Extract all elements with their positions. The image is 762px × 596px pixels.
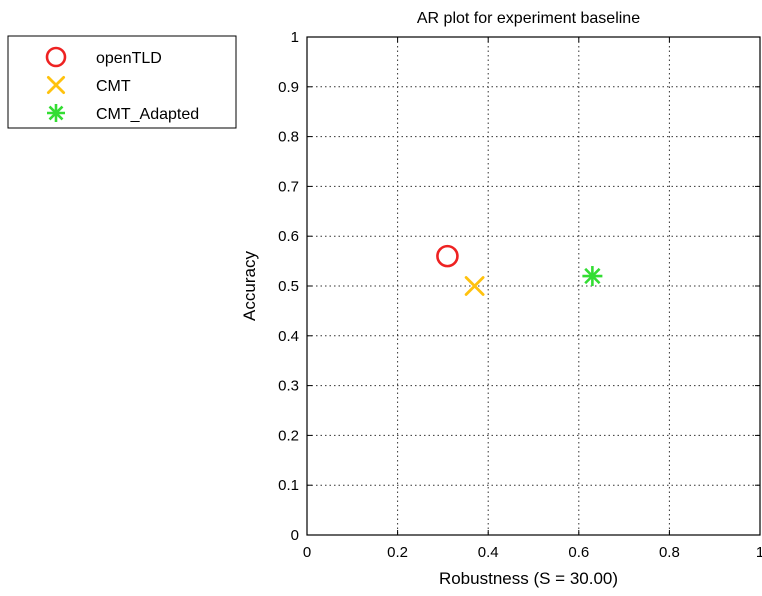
legend-marker-cmt (46, 75, 66, 95)
data-points (436, 244, 603, 296)
x-tick-label: 0.6 (568, 544, 589, 561)
y-tick-label: 0.6 (278, 228, 299, 245)
y-tick-label: 0.2 (278, 427, 299, 444)
legend-box (7, 35, 237, 129)
data-point-cmt (464, 276, 485, 296)
legend-marker-opentld (45, 46, 67, 68)
legend-marker-cmt-adapted (47, 104, 65, 122)
axis-ticks: 0 0.2 0.4 0.6 0.8 1 0 0.1 0.2 0.3 0.4 0.5 0.6 0.7 0.8 0… (278, 29, 762, 561)
legend: openTLD CMT CMT_Adapted (7, 35, 237, 129)
y-tick-label: 0.7 (278, 178, 299, 195)
legend-label: CMT (96, 78, 131, 95)
y-tick-label: 0.5 (278, 278, 299, 295)
chart-title: AR plot for experiment baseline (417, 10, 640, 27)
y-tick-label: 0.4 (278, 328, 299, 345)
legend-label: openTLD (96, 50, 162, 67)
x-tick-label: 0.2 (387, 544, 408, 561)
grid (307, 37, 760, 535)
data-point-cmt-adapted (582, 266, 603, 287)
data-point-opentld (436, 244, 459, 268)
y-tick-label: 1 (291, 29, 299, 46)
y-tick-label: 0 (291, 527, 299, 544)
x-tick-label: 0.8 (659, 544, 680, 561)
x-tick-label: 0.4 (478, 544, 499, 561)
legend-label: CMT_Adapted (96, 106, 199, 123)
x-axis-label: Robustness (S = 30.00) (439, 569, 618, 588)
x-tick-label: 1 (756, 544, 762, 561)
x-tick-label: 0 (303, 544, 311, 561)
y-tick-label: 0.1 (278, 477, 299, 494)
y-tick-label: 0.8 (278, 129, 299, 146)
y-tick-label: 0.3 (278, 378, 299, 395)
y-tick-label: 0.9 (278, 79, 299, 96)
y-axis-label: Accuracy (240, 251, 259, 321)
